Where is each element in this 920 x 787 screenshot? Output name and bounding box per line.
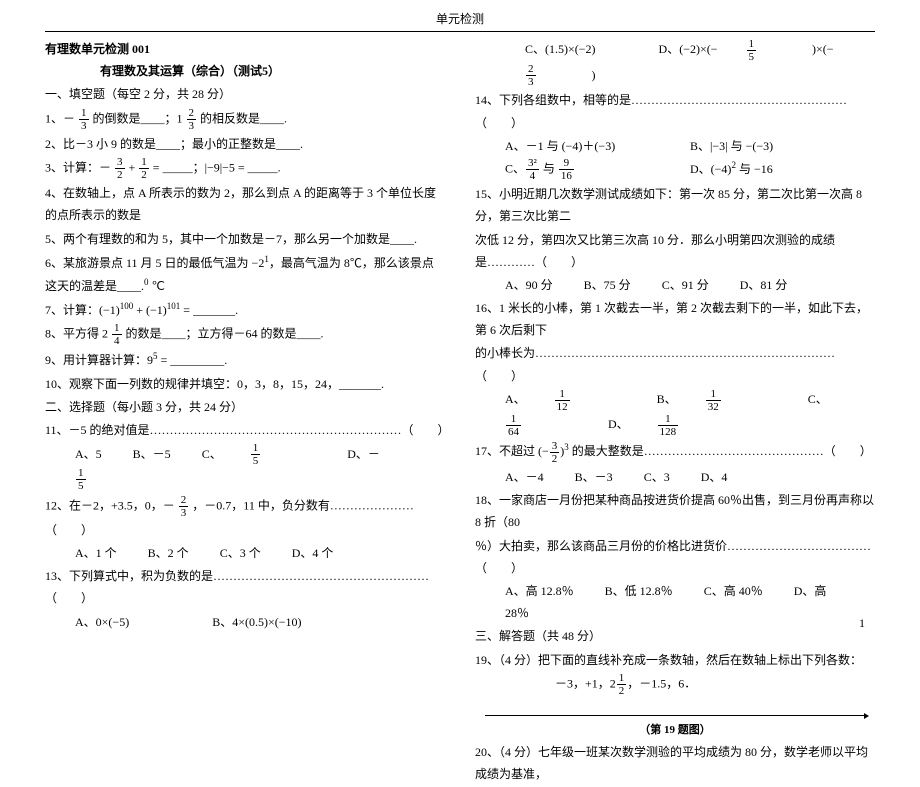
number-line bbox=[485, 715, 865, 716]
q3: 3、计算：－ 32 + 12 = _____；|−9|−5 = _____. bbox=[45, 156, 445, 181]
section-3-heading: 三、解答题（共 48 分） bbox=[475, 625, 875, 647]
doc-subtitle: 有理数及其运算（综合）（测试5） bbox=[45, 60, 445, 82]
q10: 10、观察下面一列数的规律并填空：0，3，8，15，24，_______. bbox=[45, 373, 445, 395]
q13-options-row1: A、0×(−5) B、4×(0.5)×(−10) bbox=[45, 611, 445, 633]
q12-D: D、4 个 bbox=[292, 546, 334, 560]
q19-numbers: －3，+1，212，－1.5，6． bbox=[475, 672, 875, 697]
q1-text-a: 1、－ bbox=[45, 111, 75, 125]
q14-C: C、3²4 与 916 bbox=[505, 157, 690, 182]
q11-A: A、5 bbox=[75, 447, 102, 461]
q3-frac2: 12 bbox=[139, 156, 149, 181]
q14-D: D、(−4)2 与 −16 bbox=[690, 157, 875, 182]
q1-text-c: 的相反数是____. bbox=[200, 111, 287, 125]
q12-frac: 23 bbox=[179, 494, 189, 519]
q14-B: B、|−3| 与 −(−3) bbox=[690, 135, 875, 157]
q12-B: B、2 个 bbox=[148, 546, 189, 560]
right-column: C、(1.5)×(−2) D、(−2)×(−15)×(−23) 14、下列各组数… bbox=[475, 38, 875, 787]
q14-row1: A、－1 与 (−4)＋(−3) B、|−3| 与 −(−3) bbox=[475, 135, 875, 157]
q17-D: D、4 bbox=[701, 470, 728, 484]
page-number: 1 bbox=[859, 616, 865, 631]
q15-C: C、91 分 bbox=[662, 278, 709, 292]
header-rule bbox=[45, 31, 875, 32]
left-column: 有理数单元检测 001 有理数及其运算（综合）（测试5） 一、填空题（每空 2 … bbox=[45, 38, 445, 787]
section-1-heading: 一、填空题（每空 2 分，共 28 分） bbox=[45, 83, 445, 105]
q15-line2: 次低 12 分，第四次又比第三次高 10 分．那么小明第四次测验的成绩是…………… bbox=[475, 229, 875, 273]
doc-title: 有理数单元检测 001 bbox=[45, 38, 445, 60]
q7: 7、计算：(−1)100 + (−1)101 = _______. bbox=[45, 298, 445, 321]
section-2-heading: 二、选择题（每小题 3 分，共 24 分） bbox=[45, 396, 445, 418]
q17-options: A、－4 B、－3 C、3 D、4 bbox=[475, 466, 875, 488]
q18-options: A、高 12.8％ B、低 12.8％ C、高 40％ D、高 28％ bbox=[475, 580, 875, 624]
q16-line1: 16、1 米长的小棒，第 1 次截去一半，第 2 次截去剩下的一半，如此下去，第… bbox=[475, 297, 875, 341]
q15-options: A、90 分 B、75 分 C、91 分 D、81 分 bbox=[475, 274, 875, 296]
q16-line2: 的小棒长为…………………………………………………………………（ ） bbox=[475, 342, 875, 386]
q12: 12、在－2，+3.5，0，－ 23 ，－0.7，11 中，负分数有………………… bbox=[45, 494, 445, 541]
q6-a: 6、某旅游景点 11 月 5 日的最低气温为 −2 bbox=[45, 256, 264, 270]
q18-B: B、低 12.8％ bbox=[605, 584, 673, 598]
q15-D: D、81 分 bbox=[740, 278, 788, 292]
q8-frac: 14 bbox=[112, 322, 122, 347]
q3-a: 3、计算：－ bbox=[45, 160, 111, 174]
q6: 6、某旅游景点 11 月 5 日的最低气温为 −21，最高气温为 8℃，那么该景… bbox=[45, 251, 445, 297]
q1: 1、－ 13 的倒数是____；1 23 的相反数是____. bbox=[45, 107, 445, 132]
q12-A: A、1 个 bbox=[75, 546, 117, 560]
q12-options: A、1 个 B、2 个 C、3 个 D、4 个 bbox=[45, 542, 445, 564]
q18-line2: ％）大拍卖，那么该商品三月份的价格比进货价………………………………（ ） bbox=[475, 535, 875, 579]
q9-b: = _________. bbox=[158, 353, 228, 367]
q9: 9、用计算器计算：95 = _________. bbox=[45, 348, 445, 371]
q8-b: 的数是____；立方得－64 的数是____. bbox=[126, 327, 324, 341]
figure-caption: （第 19 题图） bbox=[475, 720, 875, 740]
q19: 19、（4 分）把下面的直线补充成一条数轴，然后在数轴上标出下列各数： bbox=[475, 649, 875, 671]
q18-C: C、高 40％ bbox=[704, 584, 763, 598]
q13-B: B、4×(0.5)×(−10) bbox=[212, 615, 301, 629]
q16-A: A、112 bbox=[505, 392, 626, 406]
q6-c: ℃ bbox=[149, 279, 165, 293]
q13-options-row2: C、(1.5)×(−2) D、(−2)×(−15)×(−23) bbox=[475, 38, 875, 88]
q13-A: A、0×(−5) bbox=[75, 615, 129, 629]
q18-line1: 18、一家商店一月份把某种商品按进货价提高 60％出售，到三月份再声称以 8 折… bbox=[475, 489, 875, 533]
q18-A: A、高 12.8％ bbox=[505, 584, 574, 598]
q7-b: + (−1) bbox=[133, 303, 167, 317]
q7-a: 7、计算：(−1) bbox=[45, 303, 120, 317]
q7-exp1: 100 bbox=[120, 301, 134, 311]
q3-c: = _____；|−9|−5 = _____. bbox=[153, 160, 281, 174]
q3-frac1: 32 bbox=[115, 156, 125, 181]
q11-options: A、5 B、－5 C、15 D、－15 bbox=[45, 442, 445, 492]
q11-B: B、－5 bbox=[133, 447, 171, 461]
q14-A: A、－1 与 (−4)＋(−3) bbox=[505, 135, 690, 157]
q11-C: C、15 bbox=[202, 447, 317, 461]
q17-B: B、－3 bbox=[575, 470, 613, 484]
q1-text-b: 的倒数是____；1 bbox=[93, 111, 183, 125]
q15-A: A、90 分 bbox=[505, 278, 553, 292]
q14-row2: C、3²4 与 916 D、(−4)2 与 −16 bbox=[475, 157, 875, 182]
q15-B: B、75 分 bbox=[584, 278, 631, 292]
q7-exp2: 101 bbox=[167, 301, 181, 311]
q17: 17、不超过 (−32)3 的最大整数是………………………………………（ ） bbox=[475, 439, 875, 465]
page-header: 单元检测 bbox=[0, 0, 920, 29]
q14: 14、下列各组数中，相等的是………………………………………………（ ） bbox=[475, 89, 875, 133]
q15-line1: 15、小明近期几次数学测试成绩如下：第一次 85 分，第二次比第一次高 8 分，… bbox=[475, 183, 875, 227]
q2: 2、比－3 小 9 的数是____；最小的正整数是____. bbox=[45, 133, 445, 155]
q12-C: C、3 个 bbox=[220, 546, 261, 560]
q17-C: C、3 bbox=[644, 470, 670, 484]
q7-c: = _______. bbox=[180, 303, 238, 317]
q8: 8、平方得 2 14 的数是____；立方得－64 的数是____. bbox=[45, 322, 445, 347]
q1-frac1: 13 bbox=[79, 107, 89, 132]
q8-a: 8、平方得 2 bbox=[45, 327, 108, 341]
q17-A: A、－4 bbox=[505, 470, 544, 484]
q16-B: B、132 bbox=[657, 392, 777, 406]
q16-options: A、112 B、132 C、164 D、1128 bbox=[475, 388, 875, 438]
q3-b: + bbox=[129, 160, 139, 174]
q13-C: C、(1.5)×(−2) bbox=[525, 42, 596, 56]
q4: 4、在数轴上，点 A 所表示的数为 2，那么到点 A 的距离等于 3 个单位长度… bbox=[45, 182, 445, 226]
q16-D: D、1128 bbox=[608, 417, 734, 431]
q13: 13、下列算式中，积为负数的是………………………………………………（ ） bbox=[45, 565, 445, 609]
q20: 20、（4 分）七年级一班某次数学测验的平均成绩为 80 分，数学老师以平均成绩… bbox=[475, 741, 875, 785]
q11: 11、－5 的绝对值是………………………………………………………（ ） bbox=[45, 419, 445, 441]
q5: 5、两个有理数的和为 5，其中一个加数是－7，那么另一个加数是____. bbox=[45, 228, 445, 250]
q12-a: 12、在－2，+3.5，0，－ bbox=[45, 498, 175, 512]
q9-a: 9、用计算器计算：9 bbox=[45, 353, 153, 367]
q1-frac2: 23 bbox=[187, 107, 197, 132]
